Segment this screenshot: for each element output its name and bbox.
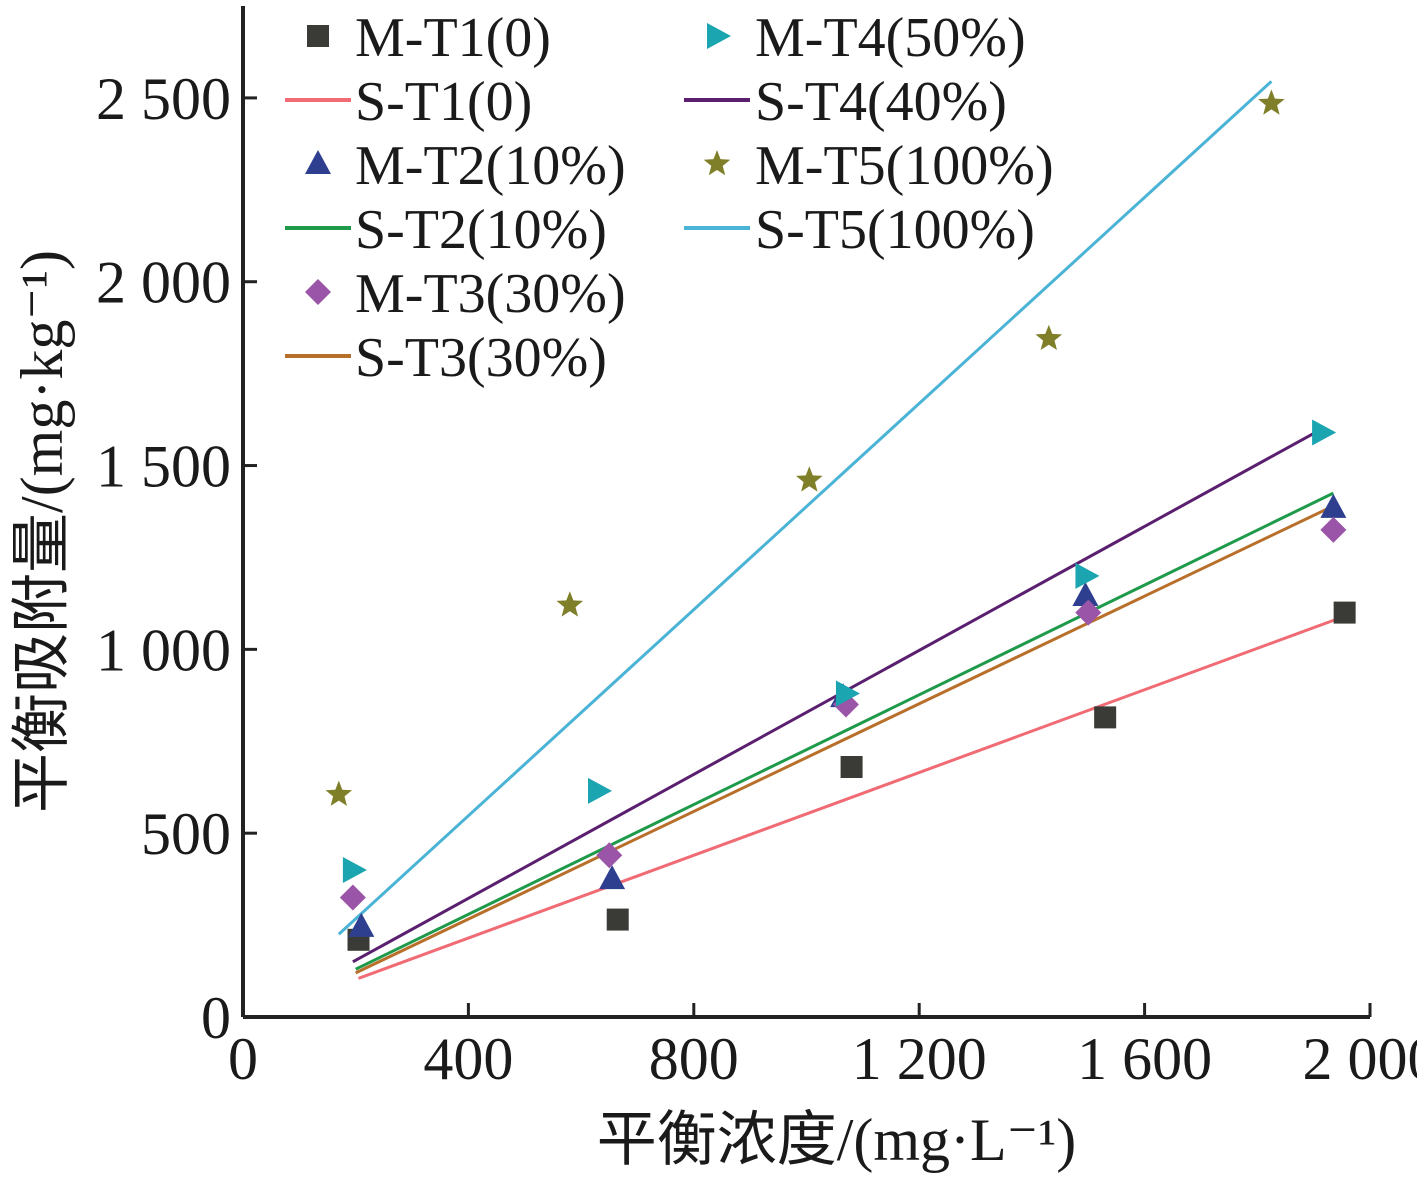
data-point-m-t4-50: [1075, 562, 1100, 589]
y-tick-label: 2 000: [96, 250, 231, 316]
legend-label-s-t5-100: S-T5(100%): [755, 199, 1035, 261]
data-point-m-t4-50: [342, 856, 367, 883]
data-point-m-t1-0: [1333, 601, 1356, 624]
data-point-m-t1-0: [840, 756, 863, 779]
legend-label-m-t4-50: M-T4(50%): [755, 7, 1026, 69]
data-point-m-t3-30: [339, 884, 366, 911]
legend-label-m-t2-10: M-T2(10%): [355, 135, 626, 197]
data-point-m-t2-10: [599, 865, 626, 890]
legend: M-T1(0)S-T1(0)M-T2(10%)S-T2(10%)M-T3(30%…: [285, 7, 1054, 389]
series-line-s-t2-10: [355, 491, 1335, 971]
data-point-m-t1-0: [606, 908, 629, 931]
legend-swatch-m-t2-10: [305, 150, 331, 174]
legend-label-s-t4-40: S-T4(40%): [755, 71, 1007, 133]
series-line-s-t5-100: [337, 80, 1273, 936]
x-tick-label: 800: [649, 1026, 739, 1092]
data-point-m-t2-10: [1072, 582, 1099, 607]
x-tick-label: 2 000: [1303, 1026, 1417, 1092]
legend-label-s-t1-0: S-T1(0): [355, 71, 532, 133]
data-point-m-t5-100: [796, 466, 823, 492]
data-point-m-t2-10: [1320, 493, 1347, 518]
legend-label-m-t3-30: M-T3(30%): [355, 263, 626, 325]
data-point-m-t5-100: [325, 780, 353, 806]
data-point-m-t3-30: [1320, 516, 1347, 543]
legend-label-s-t3-30: S-T3(30%): [355, 327, 607, 389]
data-point-m-t1-0: [1094, 706, 1117, 729]
data-point-m-t5-100: [1258, 89, 1285, 115]
y-tick-label: 1 500: [96, 434, 231, 500]
data-point-m-t3-30: [596, 842, 623, 869]
data-point-m-t2-10: [348, 912, 375, 937]
legend-swatch-m-t4-50: [707, 23, 731, 49]
series-line-s-t3-30: [355, 504, 1335, 975]
y-tick-label: 0: [201, 985, 231, 1051]
series-layer: [325, 80, 1356, 980]
data-point-m-t4-50: [1312, 419, 1337, 446]
y-tick-label: 2 500: [96, 66, 231, 132]
y-tick-label: 1 000: [96, 617, 231, 683]
data-point-m-t4-50: [588, 777, 613, 804]
y-tick-label: 500: [141, 801, 231, 867]
x-tick-label: 400: [423, 1026, 513, 1092]
legend-label-s-t2-10: S-T2(10%): [355, 199, 607, 261]
legend-label-m-t5-100: M-T5(100%): [755, 135, 1054, 197]
legend-swatch-m-t5-100: [703, 150, 731, 176]
x-axis-title: 平衡浓度/(mg·L⁻¹): [597, 1107, 1077, 1173]
x-tick-label: 0: [228, 1026, 258, 1092]
data-point-m-t3-30: [1075, 599, 1102, 626]
x-tick-label: 1 600: [1077, 1026, 1212, 1092]
legend-label-m-t1-0: M-T1(0): [355, 7, 551, 69]
data-point-m-t4-50: [835, 680, 860, 707]
data-point-m-t5-100: [1035, 324, 1063, 350]
y-axis-title: 平衡吸附量/(mg·kg⁻¹): [9, 250, 75, 813]
legend-swatch-m-t3-30: [305, 279, 331, 305]
legend-swatch-m-t1-0: [307, 25, 329, 47]
series-line-s-t1-0: [358, 614, 1346, 980]
axes: 0 400 800 1 200 1 600 2 000 0 500 1 000 1 500 2 00…: [96, 6, 1417, 1092]
data-point-m-t5-100: [556, 591, 584, 617]
x-tick-label: 1 200: [852, 1026, 987, 1092]
